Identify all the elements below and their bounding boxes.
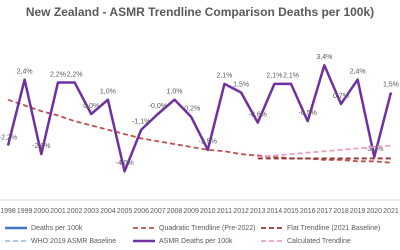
legend-label: WHO 2019 ASMR Baseline <box>31 238 116 245</box>
x-tick-label: 2016 <box>300 208 316 215</box>
x-tick-label: 2021 <box>383 208 399 215</box>
x-tick-label: 2012 <box>233 208 249 215</box>
x-tick-label: 2001 <box>50 208 66 215</box>
x-tick-label: 2020 <box>367 208 383 215</box>
data-label: -0,0% <box>149 103 167 110</box>
data-label: 3,4% <box>316 54 332 61</box>
x-tick-label: 2007 <box>150 208 166 215</box>
data-label: -1,1% <box>132 119 150 126</box>
legend-label: Flat Trendline (2021 Baseline) <box>287 225 380 232</box>
legend-label: Deaths per 100k <box>31 225 83 232</box>
data-label: 2,2% <box>67 71 83 78</box>
data-label: 2,4% <box>350 68 366 75</box>
data-label: 2,1% <box>216 73 232 80</box>
x-tick-label: 1998 <box>0 208 16 215</box>
data-label: -0,5% <box>299 110 317 117</box>
data-label: -2,2% <box>0 134 17 141</box>
data-label: 0,7% <box>333 93 349 100</box>
data-label: 2,1% <box>283 73 299 80</box>
legend-label: Quadratic Trendline (Pre-2022) <box>159 225 256 232</box>
data-label: 2,1% <box>266 73 282 80</box>
x-tick-label: 2011 <box>217 208 232 215</box>
x-tick-label: 2008 <box>167 208 183 215</box>
data-label: 0,0% <box>83 103 99 110</box>
data-label: -3,0% <box>365 146 383 153</box>
x-tick-label: 2002 <box>67 208 83 215</box>
legend-label: Calculated Trendline <box>287 238 351 245</box>
x-tick-label: 2015 <box>283 208 299 215</box>
data-label: -0,2% <box>182 106 200 113</box>
x-tick-label: 2014 <box>267 208 283 215</box>
x-tick-label: 2003 <box>83 208 99 215</box>
x-tick-label: 2017 <box>317 208 333 215</box>
chart-title: New Zealand - ASMR Trendline Comparison … <box>26 5 374 19</box>
x-tick-label: 2006 <box>133 208 149 215</box>
legend-label: ASMR Deaths per 100k <box>159 238 233 245</box>
x-tick-label: 2019 <box>350 208 366 215</box>
data-label: -0,6% <box>249 111 267 118</box>
x-tick-label: 2005 <box>117 208 133 215</box>
data-label: 2,2% <box>50 71 66 78</box>
x-tick-label: 2010 <box>200 208 216 215</box>
data-label: -2,8% <box>32 143 50 150</box>
x-tick-label: 2009 <box>183 208 199 215</box>
data-label: 1,0% <box>167 89 183 96</box>
data-label: 1,5% <box>383 81 399 88</box>
series-line <box>7 98 392 164</box>
series-line <box>257 144 392 158</box>
data-label: 2,4% <box>17 68 33 75</box>
data-label: -4,0% <box>115 160 133 167</box>
data-label: 1,5% <box>233 81 249 88</box>
x-tick-label: 2013 <box>250 208 266 215</box>
x-tick-label: 2018 <box>333 208 349 215</box>
data-label: -2,5% <box>199 139 217 146</box>
series-line <box>6 64 393 173</box>
x-tick-label: 1999 <box>17 208 33 215</box>
data-label: 1,0% <box>100 89 116 96</box>
x-tick-label: 2000 <box>34 208 50 215</box>
x-tick-label: 2004 <box>100 208 116 215</box>
